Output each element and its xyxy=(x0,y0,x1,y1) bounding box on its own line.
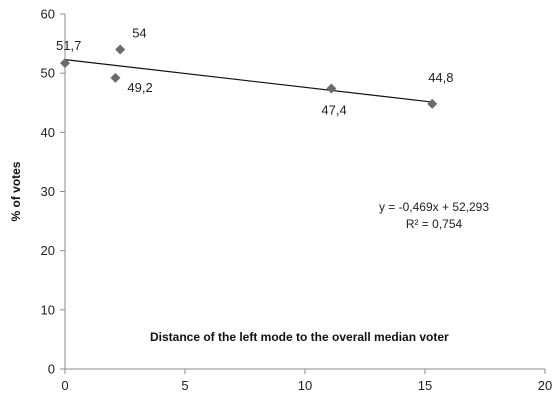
axes xyxy=(64,14,545,370)
y-axis-title: % of votes xyxy=(9,161,23,221)
trend-line xyxy=(64,59,433,103)
data-point xyxy=(115,44,126,55)
y-tick-label: 0 xyxy=(48,362,55,377)
x-axis-ticks: 0 5 10 15 20 xyxy=(61,369,552,393)
x-tick-label: 5 xyxy=(181,378,188,393)
trend-equation: y = -0,469x + 52,293 xyxy=(379,200,489,214)
data-label: 44,8 xyxy=(428,70,453,85)
y-tick-label: 20 xyxy=(41,243,55,258)
data-points xyxy=(60,44,438,109)
y-tick-label: 30 xyxy=(41,184,55,199)
data-labels: 51,7 54 49,2 47,4 44,8 xyxy=(56,26,454,118)
data-point xyxy=(60,58,70,69)
data-label: 49,2 xyxy=(127,80,152,95)
data-label: 54 xyxy=(132,26,146,41)
x-tick-label: 15 xyxy=(418,378,432,393)
y-axis-ticks: 0 10 20 30 40 50 60 xyxy=(41,7,65,377)
trend-r-squared: R² = 0,754 xyxy=(406,217,463,231)
y-tick-label: 40 xyxy=(41,125,55,140)
data-label: 51,7 xyxy=(56,38,81,53)
y-tick-label: 60 xyxy=(41,7,55,22)
x-tick-label: 0 xyxy=(61,378,68,393)
data-point xyxy=(110,72,121,83)
x-tick-label: 20 xyxy=(538,378,552,393)
x-tick-label: 10 xyxy=(298,378,312,393)
data-point xyxy=(326,83,337,94)
data-point xyxy=(427,98,438,109)
x-axis-title: Distance of the left mode to the overall… xyxy=(150,330,449,344)
data-label: 47,4 xyxy=(321,103,346,118)
y-tick-label: 10 xyxy=(41,302,55,317)
y-tick-label: 50 xyxy=(41,66,55,81)
